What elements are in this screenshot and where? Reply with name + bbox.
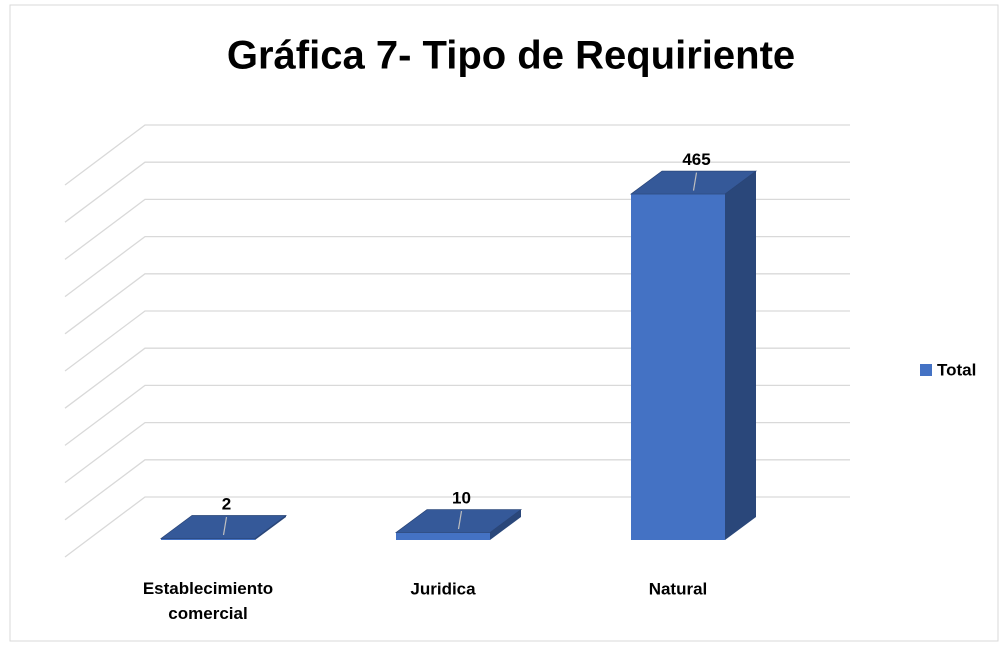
leader-line — [692, 172, 698, 191]
grid-line — [64, 161, 850, 223]
bar-top — [159, 515, 288, 539]
bar — [629, 170, 758, 541]
bar-top — [629, 170, 758, 195]
legend-label: Total — [937, 360, 976, 379]
x-tick-label-line: Establecimiento — [143, 579, 273, 598]
bar-side — [490, 509, 521, 540]
grid-line — [64, 310, 850, 372]
bar-side — [725, 171, 756, 541]
grid-line — [64, 384, 850, 446]
data-label: 2 — [222, 494, 231, 513]
bar-front — [396, 532, 490, 540]
x-tick-label: Juridica — [410, 579, 476, 598]
grid-line — [64, 421, 850, 484]
chart-title: Gráfica 7- Tipo de Requiriente — [227, 34, 795, 78]
grid-line — [64, 198, 850, 260]
grid-line — [64, 496, 850, 558]
x-tick-label-line: comercial — [168, 604, 247, 623]
bar — [159, 515, 288, 540]
legend-swatch — [920, 364, 932, 376]
grid-line — [64, 459, 850, 521]
grid-line — [64, 273, 850, 335]
x-tick-label: Natural — [649, 579, 708, 598]
data-label: 465 — [682, 150, 710, 169]
grid-line — [64, 124, 850, 186]
grid-line — [64, 235, 850, 298]
bar — [394, 509, 523, 540]
bar-front — [161, 538, 255, 540]
bar-top — [394, 509, 523, 533]
chart-border — [9, 4, 999, 642]
grid-line — [64, 347, 850, 409]
x-tick-label: Establecimiento comercial — [143, 579, 273, 623]
data-label: 10 — [452, 489, 471, 508]
bar-front — [631, 194, 725, 541]
leader-line — [457, 510, 463, 530]
leader-line — [222, 516, 228, 536]
